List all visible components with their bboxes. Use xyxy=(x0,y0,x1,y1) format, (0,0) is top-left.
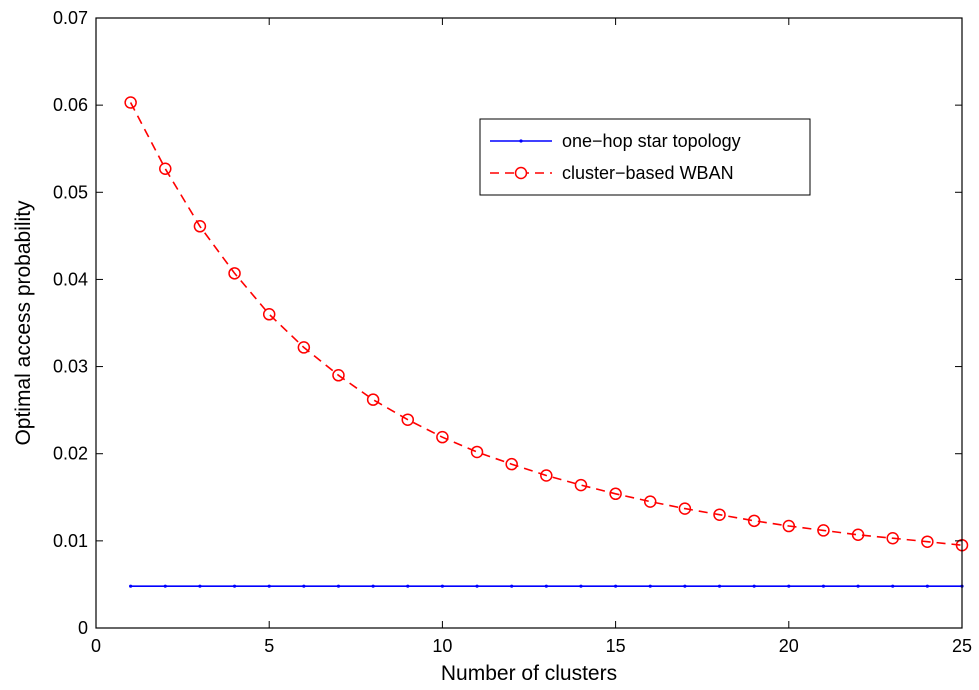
x-tick-label: 5 xyxy=(264,636,274,656)
axes-layer: 0 5 10 15 20 25 0 0.01 0.02 0.03 0.04 0.05 0.06 0.07 xyxy=(53,8,972,656)
series-1-point xyxy=(614,584,618,588)
series-1-point xyxy=(683,584,687,588)
x-axis-title: Number of clusters xyxy=(441,662,617,685)
x-tick-label: 10 xyxy=(432,636,452,656)
series-2-point xyxy=(851,528,865,542)
y-tick-label: 0.05 xyxy=(53,182,88,202)
series-2-point xyxy=(297,341,311,354)
series-2-point xyxy=(159,162,172,176)
series-line-2 xyxy=(129,102,963,546)
series-2-point xyxy=(643,495,657,508)
x-tick-label: 0 xyxy=(91,636,101,656)
series-1-point xyxy=(717,584,722,588)
x-tick-label: 15 xyxy=(606,636,626,656)
series-1-point xyxy=(371,584,375,588)
series-2-point xyxy=(678,502,692,515)
legend-marker-2 xyxy=(514,166,528,180)
series-1-point xyxy=(821,584,826,588)
series-2-point xyxy=(747,514,761,528)
y-tick-label: 0.06 xyxy=(53,95,88,115)
series-1-point xyxy=(579,584,583,588)
x-tick-label: 25 xyxy=(952,636,972,656)
series-1-point xyxy=(475,584,479,588)
series-2-point xyxy=(124,96,137,109)
series-1-point xyxy=(129,584,133,588)
y-tick-label: 0 xyxy=(78,618,88,638)
series-2-point xyxy=(436,430,449,444)
y-tick-label: 0.03 xyxy=(53,357,88,377)
series-2-point xyxy=(574,478,588,492)
legend-box xyxy=(479,118,811,196)
y-tick-label: 0.02 xyxy=(53,444,88,464)
series-2-point xyxy=(817,524,830,537)
y-tick-label: 0.04 xyxy=(53,269,88,289)
legend: one−hop star topology cluster−based WBAN xyxy=(479,118,811,196)
legend-label-1: one−hop star topology xyxy=(562,131,741,151)
series-1-point xyxy=(267,584,271,588)
series-1-point xyxy=(336,584,341,588)
plot-area xyxy=(96,18,962,628)
y-tick-label: 0.01 xyxy=(53,531,88,551)
series-layer xyxy=(124,96,969,588)
legend-marker-1 xyxy=(519,139,523,143)
series-2-point xyxy=(470,445,484,459)
series-2-point xyxy=(609,487,622,501)
axes-box xyxy=(95,17,963,629)
series-2-point xyxy=(540,469,553,482)
series-1-point xyxy=(406,584,410,588)
series-2-point xyxy=(193,220,207,233)
series-1-point xyxy=(544,584,548,588)
series-2-point xyxy=(332,369,345,382)
series-1-point xyxy=(510,584,514,588)
legend-label-2: cluster−based WBAN xyxy=(562,163,734,183)
y-axis-title: Optimal access probability xyxy=(12,200,35,446)
series-2-point xyxy=(921,535,934,548)
series-1-point xyxy=(440,584,444,588)
series-1-point xyxy=(891,584,895,588)
series-1-point xyxy=(302,584,306,588)
series-1-point xyxy=(648,584,652,588)
series-2-point xyxy=(228,267,241,280)
series-2-point xyxy=(401,413,415,426)
series-1-point xyxy=(925,584,929,588)
series-1-point xyxy=(232,584,237,588)
series-2-point xyxy=(782,519,796,533)
series-1-point xyxy=(752,584,756,588)
x-tick-label: 20 xyxy=(779,636,799,656)
series-2-point xyxy=(886,531,899,545)
series-2-point xyxy=(505,457,518,471)
y-tick-label: 0.07 xyxy=(53,8,88,28)
series-1-point xyxy=(787,584,791,588)
series-1-point xyxy=(198,584,202,588)
series-2-point xyxy=(366,393,380,406)
series-2-point xyxy=(262,308,276,321)
series-1-point xyxy=(163,584,167,588)
series-1-point xyxy=(856,584,860,588)
series-2-point xyxy=(713,508,726,521)
